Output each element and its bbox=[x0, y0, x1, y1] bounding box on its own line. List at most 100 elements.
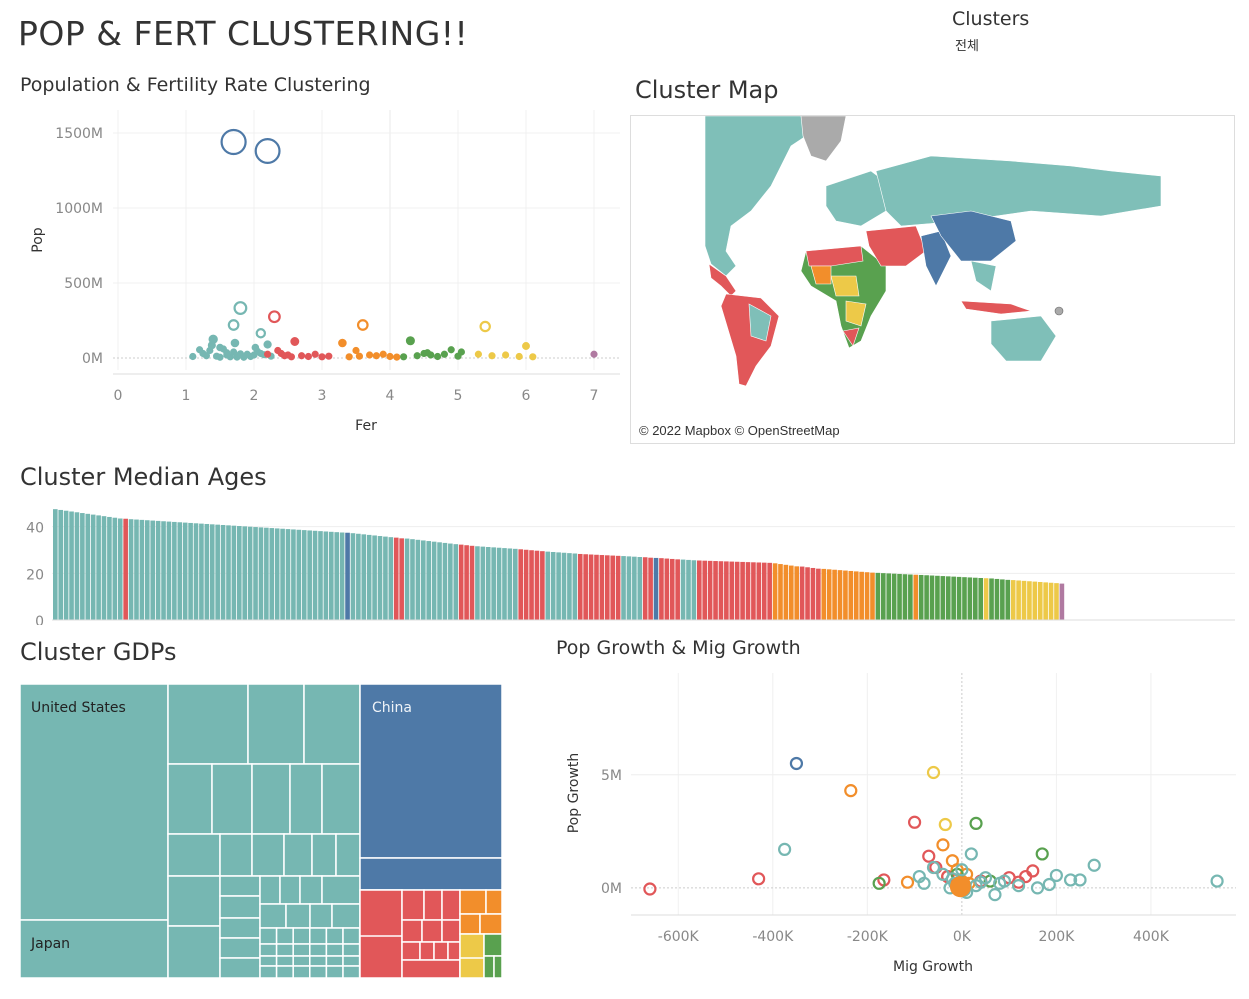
treemap-label-china: China bbox=[372, 700, 412, 716]
data-point-red bbox=[311, 350, 319, 358]
age-bar-teal bbox=[680, 559, 686, 620]
age-bar-teal bbox=[572, 553, 578, 620]
age-bar-red bbox=[756, 562, 762, 620]
data-point-teal bbox=[233, 301, 248, 315]
data-point-teal bbox=[207, 341, 216, 350]
age-bar-teal bbox=[199, 523, 204, 620]
age-bar-teal bbox=[280, 528, 285, 620]
x-tick-label: -400K bbox=[752, 929, 794, 945]
cluster-map[interactable] bbox=[630, 115, 1235, 444]
treemap-cell bbox=[342, 965, 361, 978]
age-bar-teal bbox=[307, 530, 312, 620]
age-bar-red bbox=[697, 560, 702, 620]
age-bar-teal bbox=[350, 533, 356, 620]
age-bar-yellow bbox=[1054, 583, 1059, 620]
y-tick-label: 20 bbox=[26, 567, 44, 583]
age-bar-teal bbox=[69, 511, 74, 620]
y-tick-label: 40 bbox=[26, 521, 44, 537]
age-bar-red bbox=[799, 566, 805, 620]
treemap-cell bbox=[167, 833, 221, 877]
cluster-filter-value[interactable]: 전체 bbox=[955, 39, 979, 54]
age-bar-yellow bbox=[1016, 580, 1021, 620]
treemap-cell bbox=[299, 875, 323, 905]
age-bar-teal bbox=[128, 519, 134, 620]
age-bar-red bbox=[702, 560, 708, 620]
age-bar-red bbox=[761, 562, 767, 620]
y-tick-label: 0M bbox=[601, 881, 622, 897]
age-bar-orange bbox=[778, 564, 783, 620]
treemap-cell bbox=[259, 903, 287, 929]
age-bar-teal bbox=[421, 540, 426, 620]
age-bar-teal bbox=[426, 541, 432, 620]
treemap-cell bbox=[401, 889, 425, 921]
age-bar-red bbox=[659, 558, 664, 620]
age-bar-green bbox=[897, 573, 902, 620]
age-bar-red bbox=[664, 558, 670, 620]
age-bar-red bbox=[534, 550, 540, 620]
treemap-cell bbox=[433, 941, 449, 961]
treemap-cell bbox=[275, 943, 294, 957]
data-point-teal bbox=[997, 874, 1011, 888]
age-bar-red bbox=[740, 561, 745, 620]
gdp-treemap[interactable]: United States Japan China bbox=[20, 684, 502, 978]
age-bar-red bbox=[767, 562, 772, 620]
age-bar-teal bbox=[545, 551, 551, 620]
age-bar-red bbox=[734, 561, 740, 620]
y-axis-label: Pop Growth bbox=[566, 753, 582, 834]
y-tick-label: 1000M bbox=[55, 201, 103, 217]
age-bar-red bbox=[529, 550, 534, 620]
age-bar-red bbox=[605, 555, 610, 620]
data-point-green bbox=[405, 336, 415, 346]
data-point-orange bbox=[949, 876, 971, 898]
data-point-teal bbox=[255, 328, 267, 339]
age-bar-teal bbox=[356, 533, 361, 620]
age-bar-teal bbox=[567, 553, 572, 620]
age-bar-yellow bbox=[1027, 581, 1032, 620]
gdp-title: Cluster GDPs bbox=[20, 638, 177, 666]
data-point-red bbox=[290, 337, 300, 346]
median-ages-chart[interactable]: 40 20 0 bbox=[0, 500, 1249, 625]
age-bar-teal bbox=[366, 534, 372, 620]
age-bar-green bbox=[989, 578, 994, 620]
age-bar-red bbox=[588, 554, 594, 620]
age-bar-red bbox=[523, 549, 529, 620]
age-bar-red bbox=[810, 567, 816, 620]
age-bar-red bbox=[583, 554, 588, 620]
data-point-teal bbox=[189, 352, 197, 361]
age-bar-teal bbox=[561, 552, 567, 620]
map-credit[interactable]: © 2022 Mapbox © OpenStreetMap bbox=[636, 422, 843, 439]
x-tick-label: 6 bbox=[522, 388, 531, 404]
data-point-orange bbox=[936, 838, 950, 852]
pop-fert-scatter[interactable]: 0 1 2 3 4 5 6 7 0M 500M 1000M 1500M Fer Pop bbox=[0, 100, 630, 445]
data-point-teal bbox=[1042, 877, 1056, 892]
data-point-orange bbox=[338, 338, 347, 348]
data-point-teal bbox=[1210, 874, 1224, 888]
treemap-cell-us bbox=[20, 684, 169, 921]
data-point-teal bbox=[1011, 878, 1026, 893]
age-bar-teal bbox=[112, 517, 118, 620]
data-point-teal bbox=[1063, 873, 1078, 887]
age-bar-teal bbox=[155, 520, 161, 620]
age-bar-red bbox=[816, 568, 821, 620]
x-tick-label: 400K bbox=[1133, 929, 1170, 945]
age-bar-teal bbox=[329, 531, 334, 620]
x-tick-label: 5 bbox=[454, 388, 463, 404]
x-tick-label: -200K bbox=[847, 929, 889, 945]
age-bar-green bbox=[1000, 579, 1005, 620]
treemap-cell bbox=[219, 895, 261, 919]
age-bar-teal bbox=[253, 527, 258, 620]
x-tick-label: 7 bbox=[590, 388, 599, 404]
ages-title: Cluster Median Ages bbox=[20, 463, 267, 491]
age-bar-red bbox=[713, 561, 718, 620]
age-bar-teal bbox=[377, 536, 383, 620]
data-point-yellow bbox=[474, 350, 482, 358]
data-point-red bbox=[922, 849, 936, 863]
growth-scatter[interactable]: -600K -400K -200K 0K 200K 400K 0M 5M Mig Growth P… bbox=[556, 665, 1241, 985]
china-shape bbox=[930, 210, 1017, 262]
age-bar-teal bbox=[686, 559, 691, 620]
data-point-teal bbox=[1073, 873, 1087, 887]
x-tick-label: 1 bbox=[182, 388, 191, 404]
treemap-cell bbox=[441, 919, 461, 943]
age-bar-teal bbox=[80, 513, 85, 620]
data-point-red bbox=[304, 352, 312, 361]
